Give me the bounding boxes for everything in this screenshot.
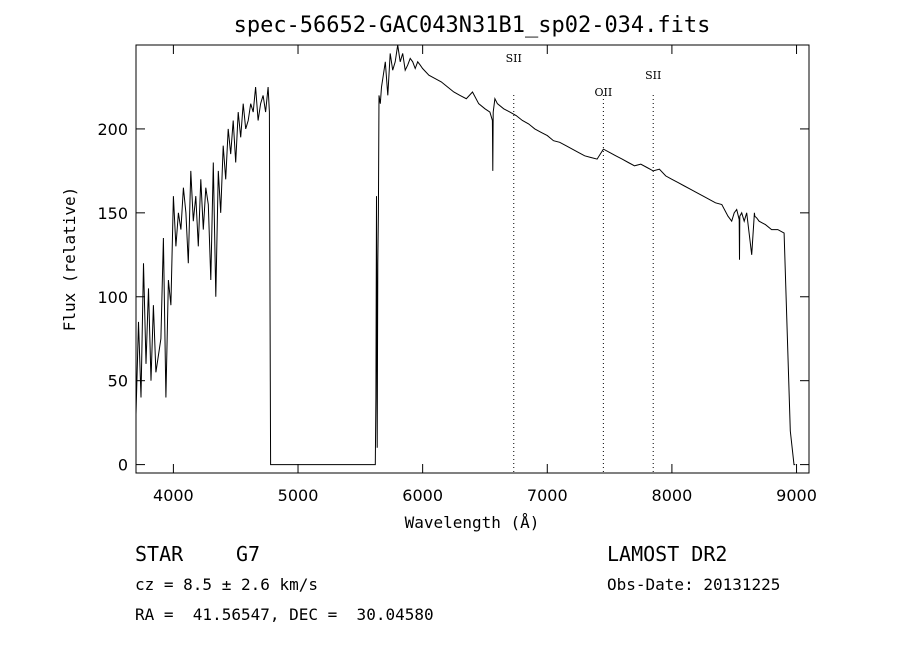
y-tick-label: 50 (108, 372, 128, 391)
y-tick-label: 200 (97, 120, 128, 139)
axis-ticks: 4000 5000 6000 7000 8000 9000 0 50 100 150 200 (97, 45, 817, 505)
x-tick-label: 5000 (278, 486, 319, 505)
y-tick-label: 100 (97, 288, 128, 307)
x-tick-label: 6000 (402, 486, 443, 505)
coordinates-text: RA = 41.56547, DEC = 30.04580 (135, 605, 434, 624)
object-type: STAR (135, 542, 184, 566)
line-marker-label: SII (506, 52, 522, 65)
survey-name: LAMOST DR2 (607, 542, 728, 566)
x-tick-label: 7000 (527, 486, 568, 505)
chart-title: spec-56652-GAC043N31B1_sp02-034.fits (234, 13, 711, 38)
x-axis-label: Wavelength (Å) (405, 513, 540, 532)
x-tick-label: 9000 (776, 486, 817, 505)
observation-date: Obs-Date: 20131225 (607, 575, 781, 594)
plot-frame (135, 44, 810, 474)
y-axis-label: Flux (relative) (60, 187, 79, 332)
spectral-subclass: G7 (236, 542, 261, 566)
line-marker-label: SII (645, 69, 661, 82)
x-tick-label: 8000 (652, 486, 693, 505)
emission-line-markers: SII OII SII (506, 52, 661, 473)
y-tick-label: 150 (97, 204, 128, 223)
line-marker-label: OII (595, 86, 613, 99)
spectrum-line (135, 44, 796, 466)
x-tick-label: 4000 (153, 486, 194, 505)
y-tick-label: 0 (118, 456, 128, 475)
redshift-text: cz = 8.5 ± 2.6 km/s (135, 575, 319, 594)
